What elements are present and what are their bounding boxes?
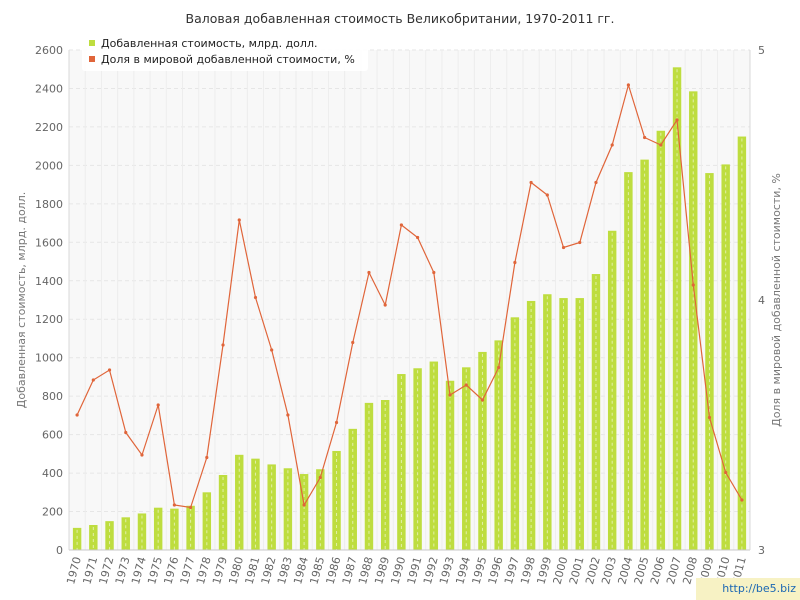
line-point-1972[interactable] xyxy=(107,368,112,372)
line-point-1983[interactable] xyxy=(286,413,290,417)
line-point-1986[interactable] xyxy=(334,420,339,425)
y-tick-label: 1000 xyxy=(35,352,63,365)
y2-tick-label: 4 xyxy=(758,294,765,307)
y-tick-label: 2600 xyxy=(35,44,63,57)
legend-label-bars: Добавленная стоимость, млрд. долл. xyxy=(101,37,317,50)
line-point-1998[interactable] xyxy=(529,180,533,185)
y-tick-label: 600 xyxy=(42,429,63,442)
line-point-2004[interactable] xyxy=(626,83,630,87)
share-line xyxy=(76,82,743,509)
bar-1986[interactable] xyxy=(332,450,341,550)
line-point-2003[interactable] xyxy=(610,143,614,147)
line-point-1991[interactable] xyxy=(416,235,420,240)
line-point-1996[interactable] xyxy=(497,365,501,370)
line-point-1989[interactable] xyxy=(383,303,387,307)
bar-1988[interactable] xyxy=(364,402,374,550)
line-point-2006[interactable] xyxy=(659,143,663,147)
y-tick-label: 1600 xyxy=(35,236,63,249)
line-point-2005[interactable] xyxy=(643,135,647,140)
legend-label-line: Доля в мировой добавленной стоимости, % xyxy=(101,53,355,66)
bar-2010[interactable] xyxy=(721,164,730,550)
bar-1984[interactable] xyxy=(299,474,309,550)
y2-tick-label: 5 xyxy=(758,44,765,57)
line-point-1997[interactable] xyxy=(513,260,517,265)
chart-title: Валовая добавленная стоимость Великобрит… xyxy=(186,11,615,26)
line-series xyxy=(75,82,744,510)
y2-tick-label: 3 xyxy=(758,544,765,557)
bar-1999[interactable] xyxy=(543,294,552,550)
bar-2006[interactable] xyxy=(656,130,666,550)
line-point-1993[interactable] xyxy=(448,393,452,397)
line-point-1999[interactable] xyxy=(545,193,549,197)
line-point-1988[interactable] xyxy=(367,270,371,275)
y-tick-label: 2200 xyxy=(35,121,63,134)
line-point-1982[interactable] xyxy=(270,348,274,352)
bar-1987[interactable] xyxy=(348,428,357,550)
line-point-1971[interactable] xyxy=(91,378,95,382)
y2-axis-title: Доля в мировой добавленной стоимости, % xyxy=(770,173,783,427)
line-point-2010[interactable] xyxy=(724,470,728,475)
y-tick-label: 2400 xyxy=(35,82,63,95)
bar-1980[interactable] xyxy=(235,454,244,550)
line-point-1995[interactable] xyxy=(480,398,485,402)
bar-2002[interactable] xyxy=(591,274,601,550)
line-point-1994[interactable] xyxy=(464,383,468,387)
legend: Добавленная стоимость, млрд. долл. Доля … xyxy=(82,35,368,71)
left-axis-ticks: 0 200 400 600 800 1000 1200 1400 1600 1800 2000 220… xyxy=(35,44,63,557)
bar-1974[interactable] xyxy=(137,513,147,550)
line-point-1987[interactable] xyxy=(351,340,355,345)
y-tick-label: 2000 xyxy=(35,159,63,172)
y-tick-label: 800 xyxy=(42,390,63,403)
line-point-2008[interactable] xyxy=(691,283,695,287)
bar-1979[interactable] xyxy=(218,475,228,550)
y-tick-label: 1200 xyxy=(35,313,63,326)
line-point-1979[interactable] xyxy=(221,343,225,347)
legend-box xyxy=(82,35,368,71)
line-point-1975[interactable] xyxy=(156,403,160,407)
bar-1971[interactable] xyxy=(89,525,98,550)
line-point-2002[interactable] xyxy=(594,180,598,185)
bar-series xyxy=(72,67,747,551)
bar-1991[interactable] xyxy=(413,368,422,550)
line-point-1990[interactable] xyxy=(399,223,403,227)
y-tick-label: 1400 xyxy=(35,275,63,288)
line-point-1970[interactable] xyxy=(75,413,79,417)
line-point-1978[interactable] xyxy=(205,455,209,460)
y-tick-label: 0 xyxy=(56,544,63,557)
y-tick-label: 1800 xyxy=(35,198,63,211)
bar-2007[interactable] xyxy=(672,67,682,551)
line-point-2011[interactable] xyxy=(740,498,744,502)
bar-2000[interactable] xyxy=(559,298,568,550)
bar-1982[interactable] xyxy=(267,464,276,550)
line-point-1976[interactable] xyxy=(172,503,176,507)
line-point-2007[interactable] xyxy=(675,118,679,122)
bar-1994[interactable] xyxy=(462,367,471,550)
legend-swatch-line xyxy=(89,56,95,62)
bar-1970[interactable] xyxy=(72,527,82,550)
line-point-2000[interactable] xyxy=(561,245,566,250)
y-axis-title: Добавленная стоимость, млрд. долл. xyxy=(15,192,28,408)
bar-1993[interactable] xyxy=(445,380,455,550)
line-point-2001[interactable] xyxy=(578,240,582,245)
legend-swatch-bars xyxy=(89,40,95,46)
y-tick-label: 200 xyxy=(42,506,63,519)
right-axis-ticks: 3 4 5 xyxy=(758,44,765,557)
line-point-1992[interactable] xyxy=(432,270,436,275)
line-point-2009[interactable] xyxy=(707,415,712,420)
y-tick-label: 400 xyxy=(42,467,63,480)
line-point-1981[interactable] xyxy=(253,295,258,300)
line-point-1977[interactable] xyxy=(189,505,193,510)
axes xyxy=(68,50,751,551)
line-point-1985[interactable] xyxy=(318,475,322,480)
bar-2008[interactable] xyxy=(689,91,698,550)
bar-2001[interactable] xyxy=(575,298,584,550)
watermark[interactable]: http://be5.biz xyxy=(696,578,800,600)
line-point-1984[interactable] xyxy=(302,503,306,507)
line-point-1973[interactable] xyxy=(124,430,128,435)
line-point-1980[interactable] xyxy=(237,218,241,222)
line-point-1974[interactable] xyxy=(140,453,144,457)
x-axis-ticks: 1970197119721973197419751976197719781979… xyxy=(64,555,749,585)
